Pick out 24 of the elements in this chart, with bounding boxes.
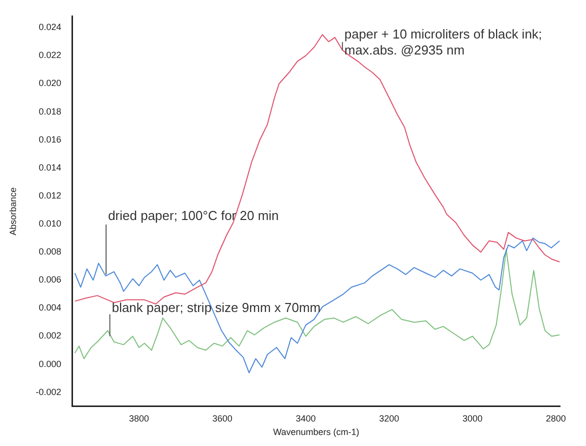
- y-tick-label: 0.014: [38, 162, 62, 172]
- x-tick-label: 3800: [128, 413, 150, 424]
- y-tick-label: 0.018: [38, 106, 62, 116]
- y-tick-label: 0.008: [38, 246, 62, 257]
- y-axis-title: Absorbance: [8, 187, 18, 236]
- y-tick-label: 0.020: [38, 78, 62, 88]
- y-tick-label: 0.024: [38, 22, 62, 32]
- y-tick-label: 0.010: [38, 218, 62, 229]
- annotation: paper + 10 microliters of black ink; max.abs. @2935 nm: [344, 26, 542, 58]
- x-tick-label: 3400: [296, 413, 316, 424]
- y-tick-label: 0.012: [38, 190, 62, 200]
- x-tick-label: 3600: [212, 413, 232, 424]
- y-tick-label: 0.004: [38, 302, 62, 313]
- y-tick-label: 0.016: [38, 134, 62, 144]
- y-tick-label: 0.000: [38, 358, 62, 369]
- y-tick-label: -0.002: [36, 386, 62, 397]
- x-tick-label: 2800: [546, 413, 566, 424]
- y-tick-label: 0.022: [38, 50, 62, 60]
- x-tick-label: 3000: [462, 413, 482, 424]
- y-tick-label: 0.006: [38, 274, 62, 285]
- y-tick-label: 0.002: [38, 330, 62, 341]
- annotation: blank paper; strip size 9mm x 70mm: [112, 300, 321, 315]
- x-axis-title: Wavenumbers (cm-1): [273, 427, 360, 438]
- x-tick-label: 3200: [379, 413, 400, 424]
